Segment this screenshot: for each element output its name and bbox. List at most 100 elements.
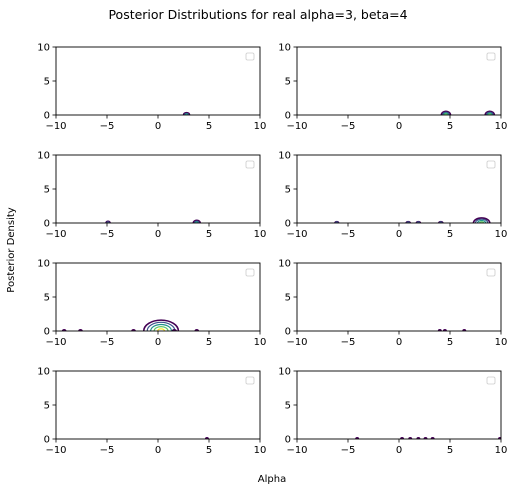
x-tick-label: −10: [286, 229, 307, 240]
x-tick-label: −10: [45, 337, 66, 348]
subplot-4: −10 −5 0 5 10 0 5 10: [278, 151, 507, 241]
legend-box: [245, 52, 255, 61]
contour-line: [194, 221, 199, 223]
y-tick-label: 0: [44, 219, 50, 230]
y-tick-label: 10: [278, 43, 291, 54]
y-tick-label: 0: [285, 435, 291, 446]
x-tick-label: −5: [341, 445, 356, 456]
legend-box: [486, 160, 496, 169]
x-tick-label: −5: [100, 229, 115, 240]
y-tick-label: 5: [44, 77, 50, 88]
x-tick-label: 5: [206, 229, 212, 240]
y-tick-label: 10: [37, 367, 50, 378]
x-tick-label: 0: [155, 229, 161, 240]
x-tick-label: 10: [254, 337, 267, 348]
x-tick-label: 10: [495, 445, 508, 456]
x-tick-label: 5: [447, 121, 453, 132]
x-tick-label: −5: [341, 337, 356, 348]
x-tick-label: −10: [286, 337, 307, 348]
contour-line: [153, 326, 169, 331]
x-axis-label: Alpha: [258, 474, 286, 485]
y-tick-label: 10: [278, 367, 291, 378]
contour-line: [184, 113, 189, 115]
y-tick-label: 10: [278, 151, 291, 162]
axes-frame: [55, 46, 261, 116]
x-tick-label: 0: [155, 121, 161, 132]
contour-line: [439, 221, 443, 223]
axes-frame: [296, 154, 502, 224]
legend-box: [486, 52, 496, 61]
subplot-2: −10 −5 0 5 10 0 5 10: [278, 43, 507, 133]
axes-frame: [296, 370, 502, 440]
x-tick-label: 0: [155, 445, 161, 456]
subplot-8: −10 −5 0 5 10 0 5 10: [278, 367, 507, 457]
x-tick-label: 0: [396, 229, 402, 240]
x-tick-label: −5: [100, 445, 115, 456]
x-tick-label: −10: [45, 229, 66, 240]
contour-line: [334, 221, 339, 223]
axes-frame: [296, 262, 502, 332]
contour-line: [416, 221, 421, 223]
contour-peak: [105, 220, 111, 223]
axes-frame: [296, 46, 502, 116]
contour-line: [484, 110, 496, 115]
x-tick-label: −10: [45, 445, 66, 456]
x-tick-label: 10: [495, 337, 508, 348]
x-tick-label: 5: [206, 337, 212, 348]
axes-frame: [55, 154, 261, 224]
x-tick-label: 5: [206, 445, 212, 456]
y-tick-label: 10: [37, 151, 50, 162]
x-tick-label: 5: [447, 337, 453, 348]
y-tick-label: 5: [285, 77, 291, 88]
y-tick-label: 5: [44, 185, 50, 196]
x-tick-label: 10: [254, 229, 267, 240]
legend-box: [486, 268, 496, 277]
y-tick-label: 5: [44, 293, 50, 304]
y-tick-label: 5: [44, 401, 50, 412]
legend-box: [245, 160, 255, 169]
x-tick-label: 10: [495, 229, 508, 240]
x-tick-label: −5: [341, 229, 356, 240]
figure-title: Posterior Distributions for real alpha=3…: [108, 7, 407, 22]
x-tick-label: 5: [206, 121, 212, 132]
x-tick-label: 5: [447, 229, 453, 240]
y-tick-label: 10: [37, 259, 50, 270]
x-tick-label: −10: [286, 121, 307, 132]
axes-frame: [55, 370, 261, 440]
legend-box: [486, 376, 496, 385]
contour-line: [106, 221, 110, 223]
y-axis-label: Posterior Density: [6, 207, 17, 292]
x-tick-label: 10: [254, 445, 267, 456]
contour-line: [474, 218, 489, 223]
subplot-1: −10 −5 0 5 10 0 5 10: [37, 43, 266, 133]
subplot-6: −10 −5 0 5 10 0 5 10: [278, 259, 507, 349]
y-tick-label: 0: [44, 435, 50, 446]
x-tick-label: 5: [447, 445, 453, 456]
subplot-3: −10 −5 0 5 10 0 5 10: [37, 151, 266, 241]
subplot-5: −10 −5 0 5 10 0 5 10: [37, 259, 266, 349]
y-tick-label: 5: [285, 293, 291, 304]
contour-line: [182, 111, 191, 115]
legend-box: [245, 268, 255, 277]
y-tick-label: 5: [285, 185, 291, 196]
y-tick-label: 10: [278, 259, 291, 270]
y-tick-label: 0: [285, 111, 291, 122]
x-tick-label: −10: [286, 445, 307, 456]
y-tick-label: 10: [37, 43, 50, 54]
y-tick-label: 5: [285, 401, 291, 412]
y-tick-label: 0: [285, 219, 291, 230]
x-tick-label: −5: [100, 337, 115, 348]
contour-line: [478, 221, 485, 223]
x-tick-label: −5: [100, 121, 115, 132]
y-tick-label: 0: [44, 327, 50, 338]
x-tick-label: 10: [254, 121, 267, 132]
x-tick-label: 0: [155, 337, 161, 348]
x-tick-label: 0: [396, 445, 402, 456]
x-tick-label: 10: [495, 121, 508, 132]
x-tick-label: 0: [396, 121, 402, 132]
y-tick-label: 0: [285, 327, 291, 338]
legend-box: [245, 376, 255, 385]
contour-line: [487, 113, 492, 115]
